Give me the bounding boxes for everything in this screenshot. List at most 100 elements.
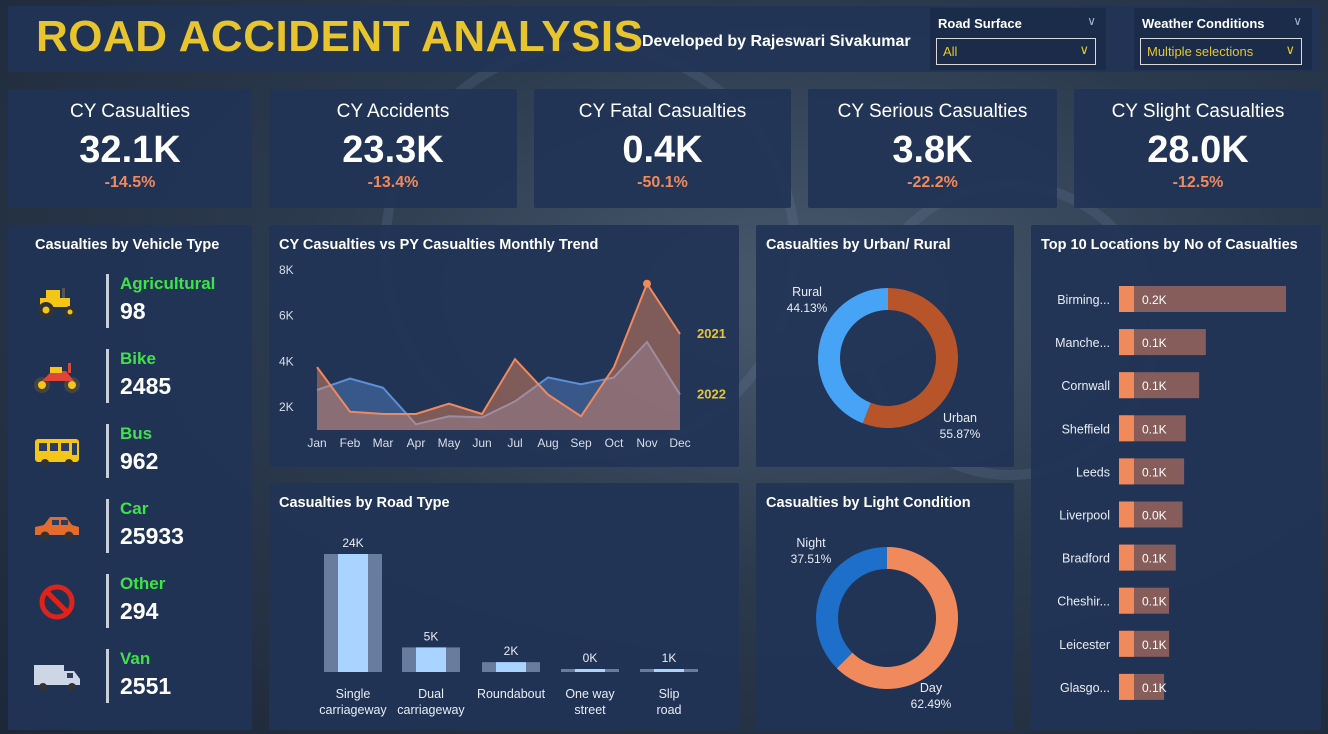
kpi-value: 0.4K xyxy=(622,129,703,171)
x-tick-label: street xyxy=(574,703,606,717)
kpi-card-cy-accidents: CY Accidents 23.3K -13.4% xyxy=(269,89,517,208)
x-tick-label: Sep xyxy=(570,436,592,450)
van-icon xyxy=(34,665,80,691)
urban-rural-donut-chart[interactable]: Urban 55.87% Rural 44.13% xyxy=(756,225,1014,467)
road-surface-dropdown[interactable]: All ∨ xyxy=(936,38,1096,65)
x-tick-label: Nov xyxy=(636,436,657,450)
panel-title: Casualties by Urban/ Rural xyxy=(766,237,951,253)
kpi-card-cy-serious: CY Serious Casualties 3.8K -22.2% xyxy=(808,89,1057,208)
data-label: 0.1K xyxy=(1142,465,1167,479)
kpi-value: 32.1K xyxy=(79,129,181,171)
y-tick-label: Birming... xyxy=(1057,293,1110,307)
y-tick-label: Cornwall xyxy=(1061,379,1110,393)
road-surface-slicer[interactable]: Road Surface ∨ All ∨ xyxy=(930,8,1106,70)
monthly-trend-panel: CY Casualties vs PY Casualties Monthly T… xyxy=(269,225,739,467)
urban-rural-panel: Casualties by Urban/ Rural Urban 55.87% Ru… xyxy=(756,225,1014,467)
data-label: 0.1K xyxy=(1142,422,1167,436)
prohibited-icon xyxy=(39,584,75,620)
y-tick-label: Cheshir... xyxy=(1057,595,1110,609)
kpi-title: CY Casualties xyxy=(69,101,191,122)
chevron-down-icon: ∨ xyxy=(1079,42,1089,57)
kpi-card-cy-fatal: CY Fatal Casualties 0.4K -50.1% xyxy=(534,89,791,208)
vehicle-value: 98 xyxy=(120,298,146,324)
light-condition-panel: Casualties by Light Condition Day 62.49% N… xyxy=(756,483,1014,730)
dropdown-value: Multiple selections xyxy=(1147,44,1254,59)
vehicle-name: Other xyxy=(120,574,166,593)
kpi-card-cy-casualties: CY Casualties 32.1K -14.5% xyxy=(8,89,252,208)
vehicle-row-bike: Bike 2485 xyxy=(8,347,252,407)
x-tick-label: Feb xyxy=(340,436,361,450)
top-locations-panel: Top 10 Locations by No of Casualties Bir… xyxy=(1031,225,1321,730)
panel-title: Casualties by Light Condition xyxy=(766,495,971,511)
data-label: 0.1K xyxy=(1142,379,1167,393)
dropdown-value: All xyxy=(943,44,958,59)
light-condition-donut-chart[interactable]: Day 62.49% Night 37.51% xyxy=(756,483,1014,730)
slicer-label: Road Surface xyxy=(938,16,1022,31)
vehicle-value: 294 xyxy=(120,598,159,624)
divider xyxy=(106,649,109,703)
vehicle-type-panel: Casualties by Vehicle Type Agricultural … xyxy=(8,225,252,730)
kpi-title: CY Serious Casualties xyxy=(837,101,1028,122)
kpi-value: 28.0K xyxy=(1147,129,1249,171)
slice-label: Urban xyxy=(943,411,977,425)
panel-title: CY Casualties vs PY Casualties Monthly T… xyxy=(279,237,599,253)
x-tick-label: carriageway xyxy=(319,703,387,717)
developer-credit: Developed by Rajeswari Sivakumar xyxy=(642,33,911,50)
vehicle-row-car: Car 25933 xyxy=(8,497,252,557)
chevron-down-icon[interactable]: ∨ xyxy=(1087,14,1096,28)
vehicle-row-agricultural: Agricultural 98 xyxy=(8,272,252,332)
bar-highlight xyxy=(1119,286,1134,312)
y-tick-label: Liverpool xyxy=(1059,509,1110,523)
data-label: 24K xyxy=(342,536,363,550)
kpi-change: -22.2% xyxy=(907,174,958,191)
weather-conditions-slicer[interactable]: Weather Conditions ∨ Multiple selections… xyxy=(1134,8,1312,70)
vehicle-row-van: Van 2551 xyxy=(8,647,252,707)
slice-label: Night xyxy=(796,536,826,550)
data-label: 0.2K xyxy=(1142,293,1167,307)
y-tick-label: Bradford xyxy=(1062,552,1110,566)
bus-icon xyxy=(35,439,79,467)
kpi-card-cy-slight: CY Slight Casualties 28.0K -12.5% xyxy=(1074,89,1322,208)
slice-percent: 55.87% xyxy=(940,427,981,441)
x-tick-label: Dual xyxy=(418,687,444,701)
y-tick-label: 8K xyxy=(279,263,294,277)
x-tick-label: One way xyxy=(565,687,615,701)
x-tick-label: Jun xyxy=(472,436,491,450)
kpi-value: 23.3K xyxy=(342,129,444,171)
panel-title: Top 10 Locations by No of Casualties xyxy=(1041,237,1298,253)
bar xyxy=(654,669,684,672)
vehicle-value: 962 xyxy=(120,448,159,474)
divider xyxy=(106,499,109,553)
monthly-trend-chart[interactable]: 2K 4K 6K 8K Jan Feb Mar Apr May Jun Jul Aug Sep Oct No… xyxy=(269,225,739,467)
vehicle-value: 2551 xyxy=(120,673,172,699)
x-tick-label: road xyxy=(656,703,681,717)
kpi-change: -13.4% xyxy=(367,174,419,191)
bar xyxy=(416,647,446,672)
series-area-2022 xyxy=(317,342,680,430)
data-label: 0.0K xyxy=(1142,509,1167,523)
bar-highlight xyxy=(1119,329,1134,356)
weather-conditions-dropdown[interactable]: Multiple selections ∨ xyxy=(1140,38,1302,65)
chevron-down-icon[interactable]: ∨ xyxy=(1293,14,1302,28)
x-tick-label: carriageway xyxy=(397,703,465,717)
top-locations-chart[interactable]: Birming... 0.2K Manche... 0.1K Cornwall 0.1K S… xyxy=(1031,225,1321,730)
tractor-icon xyxy=(38,288,76,318)
road-type-panel: Casualties by Road Type 24K Single carriag… xyxy=(269,483,739,730)
y-tick-label: 2K xyxy=(279,400,294,414)
bar xyxy=(1119,286,1286,312)
kpi-change: -14.5% xyxy=(104,174,156,191)
kpi-change: -50.1% xyxy=(637,174,688,191)
vehicle-name: Bus xyxy=(120,424,153,443)
divider xyxy=(106,424,109,478)
data-label: 5K xyxy=(424,629,439,643)
y-tick-label: 4K xyxy=(279,354,294,368)
slice-label: Day xyxy=(920,681,943,695)
vehicle-name: Van xyxy=(120,649,151,668)
y-tick-label: Manche... xyxy=(1055,336,1110,350)
data-label: 0.1K xyxy=(1142,595,1167,609)
bar-highlight xyxy=(1119,587,1134,614)
x-tick-label: Oct xyxy=(605,436,624,450)
data-label: 1K xyxy=(662,651,677,665)
x-tick-label: Jul xyxy=(507,436,522,450)
road-type-chart[interactable]: 24K Single carriageway 5K Dual carriageway 2K R… xyxy=(269,483,739,730)
